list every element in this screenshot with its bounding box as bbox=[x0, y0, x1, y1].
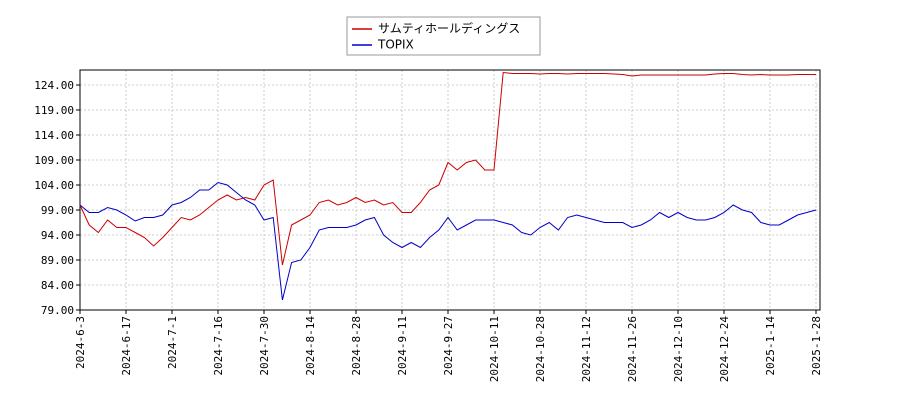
y-tick-label: 79.00 bbox=[41, 304, 74, 317]
legend-label: TOPIX bbox=[377, 38, 414, 52]
x-tick-label: 2024-12-10 bbox=[672, 316, 685, 382]
x-tick-label: 2024-10-11 bbox=[488, 316, 501, 382]
x-tick-label: 2024-11-12 bbox=[580, 316, 593, 382]
x-tick-label: 2025-1-14 bbox=[764, 316, 777, 376]
series-line bbox=[79, 181, 817, 301]
y-tick-label: 114.00 bbox=[34, 129, 74, 142]
x-tick-label: 2024-10-28 bbox=[534, 316, 547, 382]
plot-frame bbox=[79, 69, 821, 311]
x-tick-label: 2024-8-14 bbox=[304, 316, 317, 376]
y-tick-label: 94.00 bbox=[41, 229, 74, 242]
x-tick-label: 2024-7-1 bbox=[166, 316, 179, 369]
x-tick-label: 2025-1-28 bbox=[810, 316, 823, 376]
series-line bbox=[79, 71, 816, 266]
legend-label: サムティホールディングス bbox=[378, 21, 520, 36]
y-tick-label: 84.00 bbox=[41, 279, 74, 292]
x-tick-label: 2024-11-26 bbox=[626, 316, 639, 382]
x-tick-label: 2024-7-30 bbox=[258, 316, 271, 376]
y-tick-label: 104.00 bbox=[34, 179, 74, 192]
x-tick-label: 2024-6-17 bbox=[120, 316, 133, 376]
y-tick-label: 99.00 bbox=[41, 204, 74, 217]
x-tick-label: 2024-6-3 bbox=[74, 316, 87, 369]
y-tick-label: 109.00 bbox=[34, 154, 74, 167]
legend: サムティホールディングス TOPIX bbox=[346, 16, 541, 56]
legend-box bbox=[346, 16, 541, 56]
x-tick-label: 2024-12-24 bbox=[718, 316, 731, 383]
y-tick-label: 89.00 bbox=[41, 254, 74, 267]
y-tick-label: 119.00 bbox=[34, 104, 74, 117]
x-tick-label: 2024-9-11 bbox=[396, 316, 409, 376]
x-tick-label: 2024-7-16 bbox=[212, 316, 225, 376]
y-tick-label: 124.00 bbox=[34, 79, 74, 92]
x-tick-label: 2024-9-27 bbox=[442, 316, 455, 376]
x-tick-label: 2024-8-28 bbox=[350, 316, 363, 376]
